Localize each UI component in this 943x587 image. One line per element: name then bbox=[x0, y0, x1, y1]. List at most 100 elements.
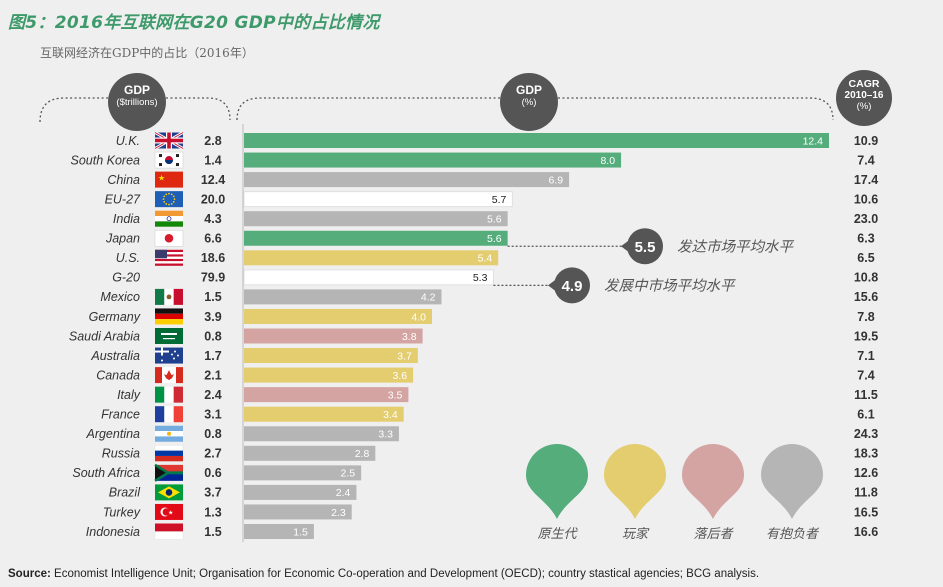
row-cagr: 19.5 bbox=[854, 329, 878, 343]
chart-row: Australia 1.7 3.7 7.1 bbox=[90, 347, 875, 364]
flag-kr-icon bbox=[154, 151, 184, 169]
bar-value-label: 3.4 bbox=[383, 409, 398, 421]
bar-value-label: 3.3 bbox=[378, 429, 393, 441]
row-cagr: 10.9 bbox=[854, 134, 878, 148]
chart-row: Italy 2.4 3.5 11.5 bbox=[117, 386, 878, 403]
bar bbox=[244, 250, 499, 266]
row-cagr: 17.4 bbox=[854, 173, 878, 187]
chart-row: U.K. 2.8 12.4 10.9 bbox=[116, 131, 878, 150]
flag-fr-icon bbox=[155, 406, 183, 423]
bar-value-label: 2.5 bbox=[341, 468, 356, 480]
row-cagr: 7.8 bbox=[857, 310, 874, 324]
reference-label: 发展中市场平均水平 bbox=[604, 277, 736, 294]
header-cagr: CAGR 2010–16 (%) bbox=[836, 70, 892, 126]
chart-title: 图5：2016年互联网在G20 GDP中的占比情况 bbox=[8, 13, 380, 33]
bar-value-label: 5.6 bbox=[487, 214, 502, 226]
row-gdp-trillions: 3.1 bbox=[204, 408, 221, 422]
row-country-label: Argentina bbox=[85, 427, 140, 441]
chart-row: EU-27 20.0 5.7 10.6 bbox=[105, 191, 878, 208]
row-country-label: Germany bbox=[89, 310, 141, 324]
bar-value-label: 3.6 bbox=[393, 370, 408, 382]
chart-row: Japan 6.6 5.6 6.3 bbox=[105, 230, 875, 247]
row-country-label: Mexico bbox=[100, 290, 140, 304]
bar-value-label: 5.4 bbox=[478, 253, 493, 265]
legend-label: 原生代 bbox=[537, 527, 578, 542]
svg-text:★: ★ bbox=[168, 509, 173, 516]
bracket-gdp-left bbox=[39, 97, 108, 123]
flag-ar-icon bbox=[155, 425, 183, 442]
bar-value-label: 6.9 bbox=[548, 174, 563, 186]
row-cagr: 11.5 bbox=[854, 388, 878, 402]
row-gdp-trillions: 4.3 bbox=[204, 212, 221, 226]
bar-value-label: 3.8 bbox=[402, 331, 417, 343]
row-cagr: 6.5 bbox=[857, 251, 874, 265]
bar bbox=[244, 524, 314, 539]
row-gdp-trillions: 1.5 bbox=[204, 525, 221, 539]
row-country-label: Australia bbox=[90, 349, 140, 363]
legend-marker-icon bbox=[682, 444, 744, 519]
chart-row: France 3.1 3.4 6.1 bbox=[101, 406, 875, 423]
header-cagr-period: 2010–16 bbox=[844, 90, 884, 101]
row-gdp-trillions: 3.9 bbox=[204, 310, 221, 324]
bar bbox=[244, 172, 570, 188]
row-cagr: 10.6 bbox=[854, 192, 878, 206]
flag-cn-icon: ★ bbox=[155, 171, 183, 188]
bracket-gdp-right bbox=[166, 97, 231, 121]
svg-text:★: ★ bbox=[158, 174, 165, 183]
legend-item: 原生代 bbox=[526, 444, 588, 542]
row-cagr: 7.1 bbox=[857, 349, 874, 363]
source-text: Economist Intelligence Unit; Organisatio… bbox=[50, 568, 760, 580]
flag-sa-icon bbox=[155, 328, 183, 344]
chart-row: Mexico 1.5 4.2 15.6 bbox=[100, 288, 878, 305]
bar bbox=[244, 387, 409, 403]
bar bbox=[244, 426, 399, 442]
row-country-label: U.K. bbox=[116, 134, 140, 148]
chart-row: U.S. 18.6 5.4 6.5 bbox=[116, 249, 875, 266]
row-gdp-trillions: 18.6 bbox=[201, 251, 225, 265]
row-gdp-trillions: 0.6 bbox=[204, 466, 221, 480]
row-cagr: 12.6 bbox=[854, 466, 878, 480]
row-country-label: Italy bbox=[117, 388, 141, 402]
row-country-label: U.S. bbox=[116, 251, 140, 265]
chart-row: Brazil 3.7 2.4 11.8 bbox=[109, 484, 878, 501]
bracket-pct-left bbox=[236, 97, 500, 121]
bar-value-label: 5.6 bbox=[487, 233, 502, 245]
chart-row: India 4.3 5.6 23.0 bbox=[113, 210, 878, 227]
row-gdp-trillions: 3.7 bbox=[204, 486, 221, 500]
row-cagr: 7.4 bbox=[857, 153, 874, 167]
row-country-label: China bbox=[107, 173, 140, 187]
flag-mx-icon bbox=[155, 288, 183, 305]
bar bbox=[244, 484, 357, 500]
chart-row: South Africa 0.6 2.5 12.6 bbox=[72, 463, 878, 482]
flag-us-icon bbox=[155, 249, 183, 266]
row-gdp-trillions: 0.8 bbox=[204, 329, 221, 343]
chart-row: Canada 2.1 3.6 7.4 bbox=[96, 367, 875, 384]
bar-value-label: 3.5 bbox=[388, 389, 403, 401]
reference-bubble-pointer bbox=[621, 240, 629, 253]
reference-label: 发达市场平均水平 bbox=[677, 238, 794, 255]
flag-za-icon bbox=[154, 463, 183, 482]
flag-eu-icon bbox=[155, 191, 183, 208]
flag-it-icon bbox=[155, 386, 183, 403]
flag-ru-icon bbox=[154, 445, 184, 462]
row-gdp-trillions: 2.7 bbox=[204, 447, 221, 461]
row-gdp-trillions: 2.8 bbox=[204, 134, 221, 148]
row-cagr: 18.3 bbox=[854, 447, 878, 461]
header-gdp-trillions-unit: ($trillions) bbox=[116, 97, 158, 108]
bar-value-label: 3.7 bbox=[397, 350, 412, 362]
chart-row: Saudi Arabia 0.8 3.8 19.5 bbox=[69, 328, 878, 344]
bar-value-label: 5.3 bbox=[473, 272, 488, 284]
bar bbox=[244, 133, 829, 148]
bar-value-label: 2.8 bbox=[355, 448, 370, 460]
legend-label: 玩家 bbox=[622, 526, 650, 542]
reference-annotation: 4.9 发展中市场平均水平 bbox=[493, 267, 736, 304]
bar bbox=[244, 367, 414, 383]
flag-de-icon bbox=[155, 308, 183, 325]
header-gdp-pct: GDP (%) bbox=[500, 73, 558, 131]
header-cagr-unit: (%) bbox=[856, 101, 872, 112]
legend-marker-icon bbox=[761, 444, 823, 519]
row-country-label: South Africa bbox=[72, 466, 140, 480]
flag-br-icon bbox=[155, 484, 183, 501]
reference-value: 5.5 bbox=[635, 239, 656, 256]
flag-tr-icon: ★ bbox=[155, 503, 183, 520]
